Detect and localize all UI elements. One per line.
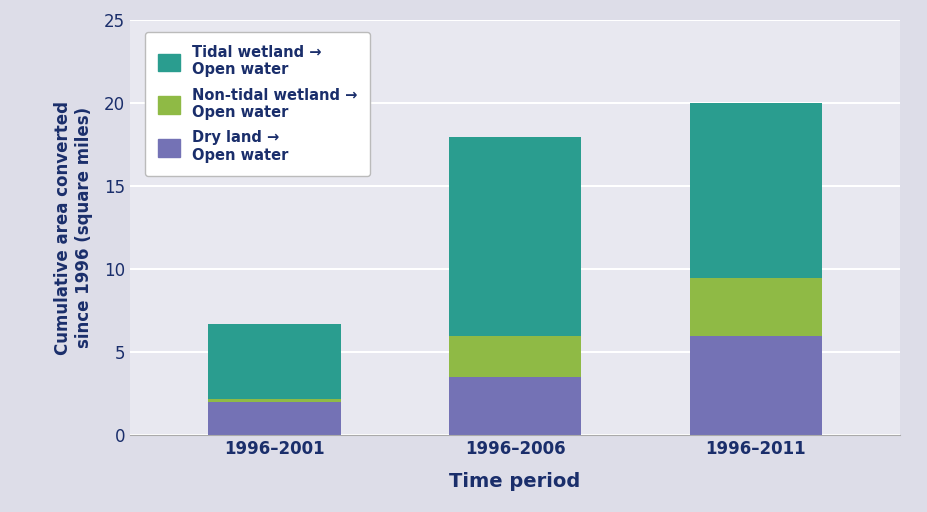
X-axis label: Time period: Time period bbox=[449, 472, 580, 491]
Legend: Tidal wetland →
Open water, Non-tidal wetland →
Open water, Dry land →
Open wate: Tidal wetland → Open water, Non-tidal we… bbox=[145, 32, 370, 176]
Bar bbox=[449, 377, 580, 435]
Bar bbox=[208, 399, 340, 402]
Bar bbox=[208, 402, 340, 435]
Bar bbox=[689, 278, 821, 336]
Bar bbox=[689, 103, 821, 278]
Bar bbox=[689, 336, 821, 435]
Bar bbox=[449, 336, 580, 377]
Y-axis label: Cumulative area converted
since 1996 (square miles): Cumulative area converted since 1996 (sq… bbox=[54, 101, 93, 355]
Bar bbox=[208, 324, 340, 399]
Bar bbox=[449, 137, 580, 336]
